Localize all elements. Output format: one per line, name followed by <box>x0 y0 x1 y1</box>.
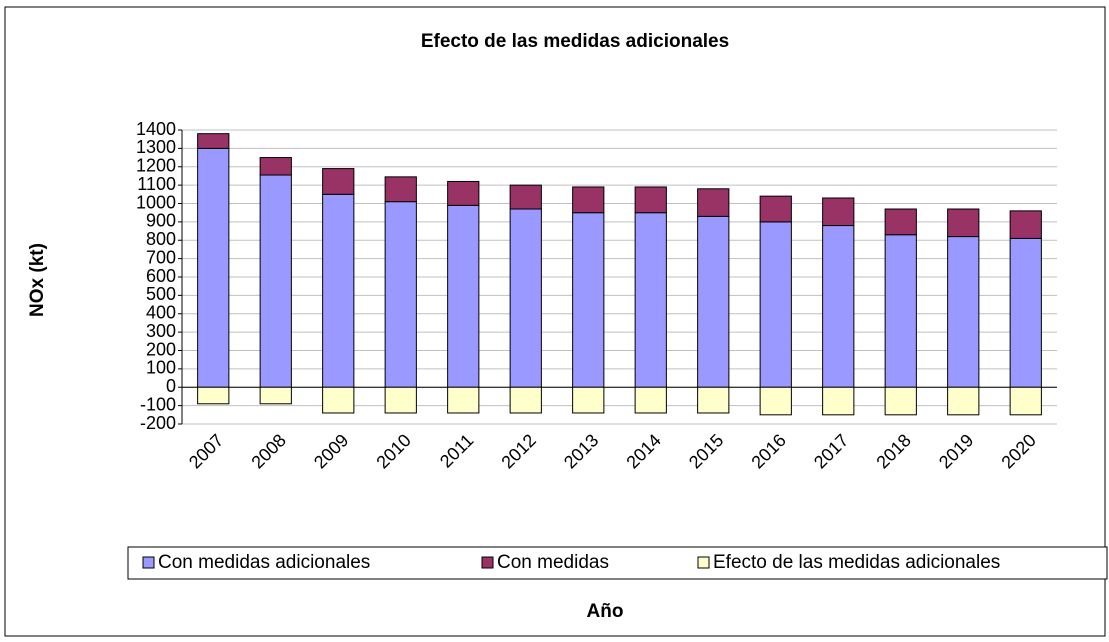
bar-segment <box>447 386 480 414</box>
bar-segment <box>384 176 417 203</box>
y-tick-label: 300 <box>146 321 176 341</box>
bar-segment <box>822 386 855 416</box>
y-tick-label: 1100 <box>137 174 176 194</box>
bar-segment <box>947 386 980 416</box>
bar-segment <box>759 221 792 388</box>
bar-segment <box>259 386 292 405</box>
bar-segment <box>1009 237 1042 388</box>
bar-segment <box>1009 386 1042 416</box>
legend-swatch <box>142 556 155 569</box>
bar-segment <box>384 386 417 414</box>
bar-segment <box>884 208 917 236</box>
bar-segment <box>384 201 417 388</box>
bar-segment <box>572 386 605 414</box>
bar-segment <box>509 208 542 388</box>
bar-segment <box>947 236 980 388</box>
y-tick-label: 1200 <box>136 156 176 176</box>
x-axis-title: Año <box>587 601 624 622</box>
bar-segment <box>634 386 667 414</box>
y-tick-label: 0 <box>166 376 176 396</box>
bar-segment <box>759 386 792 416</box>
bar-segment <box>197 386 230 405</box>
bar-segment <box>447 204 480 388</box>
y-axis-title: NOx (kt) <box>27 243 48 317</box>
legend-swatch <box>481 556 494 569</box>
bar-segment <box>197 147 230 388</box>
chart-frame <box>4 6 1106 637</box>
chart-title: Efecto de las medidas adicionales <box>421 31 729 52</box>
bar-segment <box>1009 210 1042 239</box>
y-tick-label: 1000 <box>136 192 176 212</box>
legend-entries: Con medidas adicionales Con medidas Efecto… <box>142 552 1000 573</box>
bar-segment <box>822 225 855 388</box>
bar-segment <box>259 157 292 176</box>
bar-segment <box>572 212 605 388</box>
bar-segment <box>572 186 605 214</box>
bar-segment <box>322 168 355 195</box>
legend-label: Con medidas <box>497 552 609 573</box>
bar-segment <box>697 386 730 414</box>
y-tick-label: 1300 <box>136 137 176 157</box>
bar-segment <box>947 208 980 238</box>
y-tick-label: 700 <box>146 247 176 267</box>
y-tick-label: -100 <box>140 394 176 414</box>
y-tick-label: 900 <box>146 211 176 231</box>
bar-segment <box>884 234 917 388</box>
legend-label: Con medidas adicionales <box>158 552 370 573</box>
y-tick-label: 600 <box>146 266 176 286</box>
y-tick-label: 100 <box>146 358 176 378</box>
bar-segment <box>697 215 730 388</box>
legend-swatch <box>697 556 710 569</box>
legend-label: Efecto de las medidas adicionales <box>713 552 1000 573</box>
bar-segment <box>697 188 730 217</box>
bar-segment <box>634 212 667 388</box>
bar-segment <box>259 174 292 388</box>
y-tick-label: 400 <box>146 303 176 323</box>
y-tick-label: 800 <box>146 229 176 249</box>
bar-segment <box>884 386 917 416</box>
y-tick-label: 200 <box>146 339 176 359</box>
bar-segment <box>759 195 792 223</box>
bar-segment <box>447 180 480 206</box>
bar-segment <box>509 386 542 414</box>
y-tick-label: 500 <box>146 284 176 304</box>
legend <box>127 546 1108 580</box>
bar-segment <box>509 184 542 210</box>
bar-segment <box>322 193 355 388</box>
y-tick-label: 1400 <box>136 119 176 139</box>
bar-segment <box>197 133 230 149</box>
bar-segment <box>634 186 667 214</box>
bar-segment <box>822 197 855 227</box>
bar-segment <box>322 386 355 414</box>
y-tick-label: -200 <box>140 413 176 433</box>
